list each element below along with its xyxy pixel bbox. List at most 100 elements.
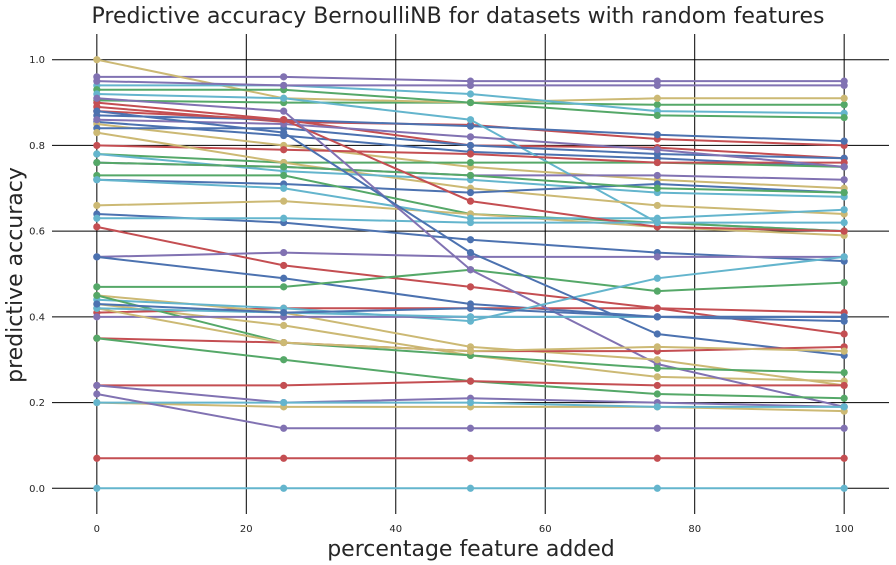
x-tick-label: 20 <box>240 524 253 535</box>
data-point <box>840 347 848 355</box>
series-7 <box>93 86 848 122</box>
data-point <box>653 403 661 411</box>
data-point <box>93 454 101 462</box>
data-point <box>280 171 288 180</box>
data-point <box>280 454 288 462</box>
data-point <box>280 261 288 270</box>
data-point <box>280 321 288 330</box>
data-point <box>840 424 848 432</box>
data-point <box>93 313 101 321</box>
data-point <box>280 73 288 81</box>
data-point <box>653 424 661 432</box>
data-point <box>93 300 101 308</box>
data-point <box>93 381 101 390</box>
x-axis-label: percentage feature added <box>327 537 615 562</box>
data-point <box>466 81 475 90</box>
data-point <box>93 334 101 342</box>
series-lines <box>93 56 848 492</box>
data-point <box>466 98 475 107</box>
data-point <box>466 122 475 130</box>
data-point <box>653 253 661 261</box>
series-29 <box>93 214 848 227</box>
data-point <box>93 141 101 150</box>
data-point <box>653 454 661 462</box>
series-49 <box>93 454 848 462</box>
data-point <box>466 90 475 98</box>
data-point <box>653 364 661 372</box>
data-point <box>840 381 848 390</box>
data-point <box>93 116 101 124</box>
data-point <box>466 266 475 274</box>
data-point <box>280 197 288 205</box>
data-point <box>280 338 288 347</box>
data-point <box>93 201 101 210</box>
data-point <box>840 253 848 261</box>
data-point <box>466 116 475 124</box>
data-point <box>653 131 661 139</box>
data-point <box>653 111 661 120</box>
data-point <box>280 424 288 432</box>
data-point <box>280 128 288 137</box>
data-point <box>93 128 101 137</box>
data-point <box>93 176 101 184</box>
chart-title: Predictive accuracy BernoulliNB for data… <box>92 4 825 29</box>
data-point <box>653 146 661 154</box>
data-point <box>653 313 661 321</box>
data-point <box>466 347 475 355</box>
y-tick-label: 0.0 <box>29 484 45 495</box>
data-point <box>280 81 288 90</box>
data-point <box>280 248 288 257</box>
data-point <box>466 248 475 257</box>
data-point <box>280 146 288 154</box>
y-tick-labels: 0.0 0.2 0.4 0.6 0.8 1.0 <box>29 55 45 495</box>
data-point <box>93 283 101 291</box>
data-point <box>653 356 661 364</box>
data-point <box>466 424 475 432</box>
x-tick-labels: 0 20 40 60 80 100 <box>94 524 854 535</box>
data-point <box>466 304 475 312</box>
x-tick-label: 40 <box>389 524 402 535</box>
y-tick-label: 0.4 <box>29 312 45 323</box>
data-point <box>280 116 288 124</box>
series-47 <box>93 398 848 411</box>
series-15 <box>93 116 848 171</box>
data-point <box>93 77 101 85</box>
data-point <box>280 214 288 222</box>
series-50 <box>93 484 848 492</box>
data-point <box>466 141 475 150</box>
data-point <box>653 184 661 192</box>
data-point <box>840 218 848 227</box>
data-point <box>466 236 475 244</box>
data-point <box>840 206 848 214</box>
data-point <box>280 381 288 390</box>
data-point <box>466 218 475 227</box>
data-point <box>93 223 101 231</box>
data-point <box>466 398 475 407</box>
x-tick-label: 80 <box>688 524 701 535</box>
data-point <box>653 158 661 167</box>
data-point <box>466 133 475 141</box>
data-point <box>840 113 848 122</box>
data-point <box>466 454 475 462</box>
series-9 <box>93 77 848 90</box>
data-point <box>466 484 475 492</box>
data-point <box>653 201 661 210</box>
data-point <box>466 313 475 321</box>
data-point <box>93 390 101 398</box>
series-48 <box>93 390 848 432</box>
data-point <box>280 356 288 364</box>
data-point <box>466 171 475 180</box>
data-point <box>466 158 475 167</box>
data-point <box>466 197 475 205</box>
data-point <box>840 403 848 411</box>
data-point <box>280 308 288 317</box>
data-point <box>840 81 848 90</box>
data-point <box>840 454 848 462</box>
data-point <box>466 283 475 291</box>
data-point <box>93 94 101 102</box>
x-tick-label: 0 <box>94 524 100 535</box>
data-point <box>93 56 101 64</box>
data-point <box>653 171 661 180</box>
data-point <box>840 368 848 377</box>
